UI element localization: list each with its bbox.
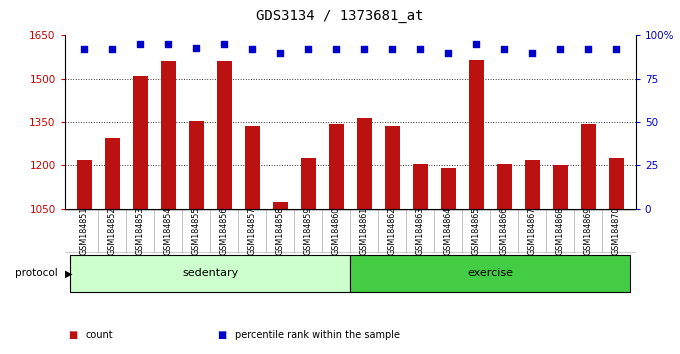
Bar [356, 118, 372, 209]
Text: GSM184854: GSM184854 [164, 207, 173, 255]
Point [219, 41, 230, 47]
Point [443, 50, 454, 56]
Point [275, 50, 286, 56]
Point [611, 46, 622, 52]
Point [247, 46, 258, 52]
Bar [76, 160, 92, 209]
Bar [609, 158, 624, 209]
Text: GSM184860: GSM184860 [332, 207, 341, 255]
Text: GSM184857: GSM184857 [248, 207, 257, 255]
Bar [245, 126, 260, 209]
Bar [553, 166, 568, 209]
Point [163, 41, 173, 47]
Bar [328, 124, 344, 209]
Text: ▶: ▶ [65, 268, 72, 279]
Text: GSM184866: GSM184866 [500, 207, 509, 255]
Text: GSM184868: GSM184868 [556, 207, 564, 255]
Text: GSM184851: GSM184851 [80, 207, 88, 255]
Text: sedentary: sedentary [182, 268, 238, 279]
Point [135, 41, 146, 47]
Text: count: count [85, 330, 113, 340]
Point [191, 45, 202, 50]
Point [79, 46, 90, 52]
Bar [133, 76, 148, 209]
Text: GSM184864: GSM184864 [444, 207, 453, 255]
Point [555, 46, 566, 52]
Text: exercise: exercise [467, 268, 513, 279]
Bar [350, 255, 630, 292]
Text: GSM184869: GSM184869 [583, 207, 593, 255]
Text: GSM184865: GSM184865 [472, 207, 481, 255]
Text: GSM184852: GSM184852 [107, 207, 117, 255]
Text: percentile rank within the sample: percentile rank within the sample [235, 330, 400, 340]
Text: GSM184861: GSM184861 [360, 207, 369, 255]
Point [107, 46, 118, 52]
Bar [469, 60, 484, 209]
Bar [188, 121, 204, 209]
Text: GSM184853: GSM184853 [136, 207, 145, 255]
Text: GDS3134 / 1373681_at: GDS3134 / 1373681_at [256, 9, 424, 23]
Text: GSM184858: GSM184858 [275, 207, 285, 255]
Bar [273, 202, 288, 209]
Text: protocol: protocol [15, 268, 58, 279]
Bar [496, 164, 512, 209]
Point [415, 46, 426, 52]
Bar [413, 164, 428, 209]
Bar [581, 124, 596, 209]
Point [583, 46, 594, 52]
Text: GSM184855: GSM184855 [192, 207, 201, 255]
Bar [105, 138, 120, 209]
Point [359, 46, 370, 52]
Text: GSM184863: GSM184863 [415, 207, 425, 255]
Text: GSM184862: GSM184862 [388, 207, 396, 255]
Point [471, 41, 481, 47]
Text: ■: ■ [68, 330, 78, 340]
Bar [524, 160, 540, 209]
Text: GSM184867: GSM184867 [528, 207, 537, 255]
Point [527, 50, 538, 56]
Bar [301, 158, 316, 209]
Bar [216, 62, 232, 209]
Text: ■: ■ [218, 330, 227, 340]
Point [303, 46, 313, 52]
Bar [160, 62, 176, 209]
Bar [384, 126, 400, 209]
Text: GSM184856: GSM184856 [220, 207, 228, 255]
Text: GSM184859: GSM184859 [304, 207, 313, 255]
Bar [441, 169, 456, 209]
Point [387, 46, 398, 52]
Point [330, 46, 341, 52]
Point [498, 46, 509, 52]
Bar [70, 255, 350, 292]
Text: GSM184870: GSM184870 [612, 207, 621, 255]
